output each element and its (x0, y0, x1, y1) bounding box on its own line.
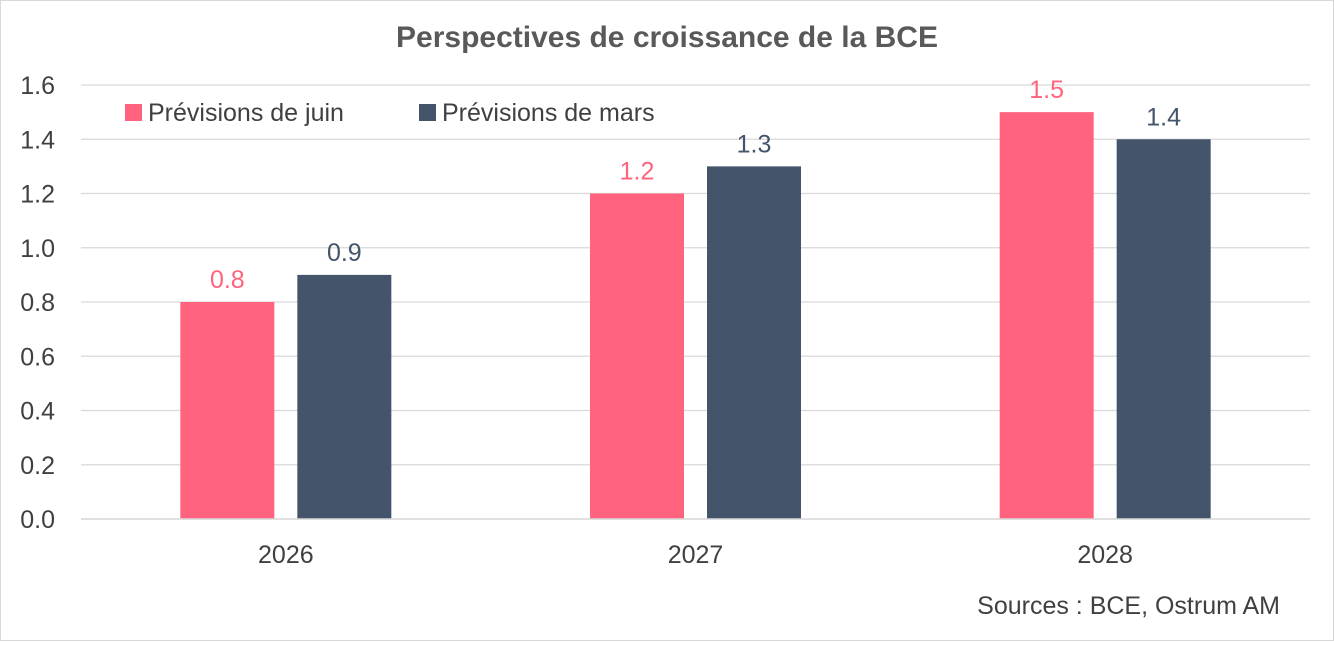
data-label: 1.2 (620, 158, 655, 186)
source-note: Sources : BCE, Ostrum AM (977, 592, 1280, 620)
y-tick-label: 0.8 (20, 289, 55, 317)
legend-label: Prévisions de juin (148, 99, 344, 127)
y-tick-label: 0.4 (20, 398, 55, 426)
y-tick-label: 0.0 (20, 506, 55, 534)
y-tick-label: 1.4 (20, 126, 55, 154)
chart-title: Perspectives de croissance de la BCE (396, 21, 938, 54)
bar-mars-2028 (1116, 139, 1211, 519)
data-label: 0.8 (210, 266, 245, 294)
y-tick-label: 1.0 (20, 235, 55, 263)
legend-label: Prévisions de mars (442, 99, 655, 127)
legend-swatch (419, 104, 436, 121)
y-tick-label: 0.2 (20, 452, 55, 480)
data-label: 0.9 (327, 239, 362, 267)
bar-mars-2026 (297, 274, 392, 519)
x-tick-label: 2026 (258, 541, 314, 569)
data-label: 1.3 (737, 130, 772, 158)
x-tick-label: 2027 (668, 541, 724, 569)
bars (180, 112, 1211, 519)
bar-juin-2026 (180, 302, 275, 519)
data-labels: 0.8 0.9 1.2 1.3 1.5 1.4 (210, 76, 1181, 294)
y-tick-label: 0.6 (20, 343, 55, 371)
gridlines (81, 84, 1310, 520)
x-axis: 2026 2027 2028 (81, 518, 1310, 569)
y-axis: 0.0 0.2 0.4 0.6 0.8 1.0 1.2 1.4 1.6 (20, 72, 55, 534)
y-tick-label: 1.6 (20, 72, 55, 100)
x-tick-label: 2028 (1077, 541, 1133, 569)
data-label: 1.4 (1146, 103, 1181, 131)
y-tick-label: 1.2 (20, 181, 55, 209)
bar-juin-2027 (590, 193, 684, 519)
legend: Prévisions de juin Prévisions de mars (125, 99, 655, 127)
data-label: 1.5 (1029, 76, 1064, 104)
bar-juin-2028 (999, 112, 1094, 519)
legend-swatch (125, 104, 142, 121)
bar-mars-2027 (707, 166, 801, 519)
